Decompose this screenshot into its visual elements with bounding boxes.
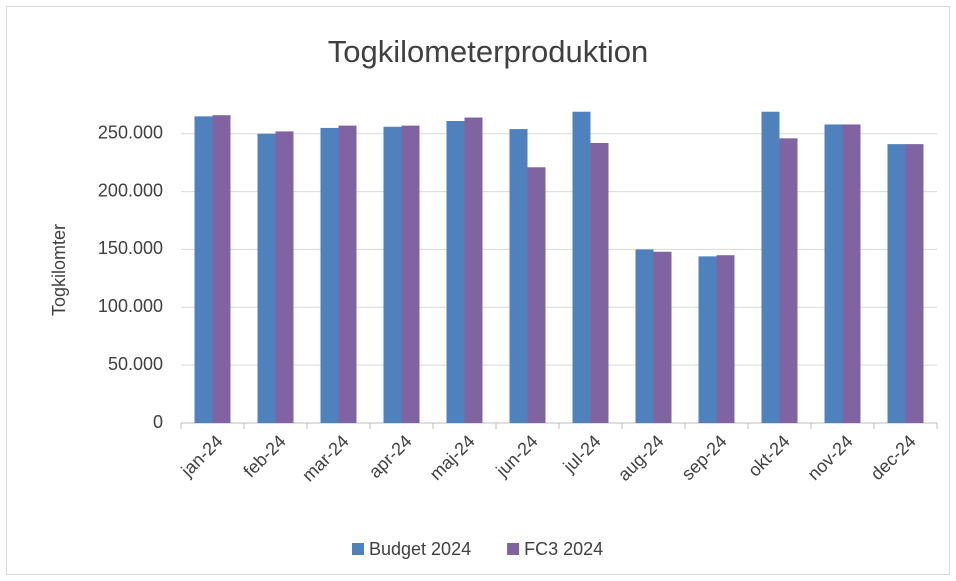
bar (824, 124, 843, 423)
legend-swatch (507, 543, 520, 555)
bar (464, 117, 483, 423)
bar (212, 115, 231, 423)
bar (527, 167, 546, 423)
bar (401, 125, 420, 423)
y-tick-label: 150.000 (98, 238, 163, 258)
legend-swatch (352, 543, 364, 555)
y-tick-label: 50.000 (108, 354, 163, 374)
bar (761, 111, 780, 423)
legend-label: FC3 2024 (524, 539, 603, 559)
bar (590, 142, 609, 423)
bar (842, 124, 861, 423)
bar (572, 111, 591, 423)
y-tick-label: 200.000 (98, 180, 163, 200)
bar (779, 138, 798, 424)
bar (383, 126, 402, 424)
y-tick-label: 250.000 (98, 122, 163, 142)
y-axis-label: Togkilomter (49, 224, 69, 316)
bar (275, 131, 294, 423)
bar (338, 125, 357, 423)
bar (194, 116, 213, 423)
bar (905, 144, 924, 423)
y-tick-label: 100.000 (98, 296, 163, 316)
bar (698, 256, 717, 423)
bar (446, 120, 465, 423)
bar (887, 144, 906, 423)
y-tick-label: 0 (153, 412, 163, 432)
chart-title: Togkilometerproduktion (328, 34, 649, 69)
bar (653, 251, 672, 423)
legend-label: Budget 2024 (369, 539, 471, 559)
bar (257, 133, 276, 423)
bar (635, 249, 654, 423)
bar (320, 127, 339, 423)
bar (509, 129, 528, 424)
bar (716, 255, 735, 423)
